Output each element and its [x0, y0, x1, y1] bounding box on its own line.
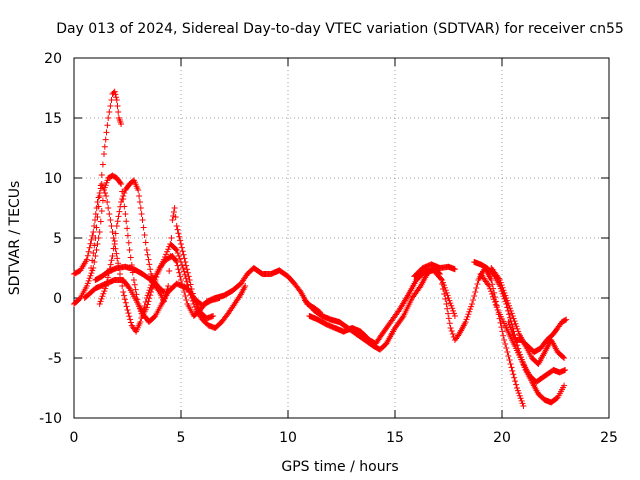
series-sat-f — [96, 177, 167, 307]
axis-ticks: 0 5 10 15 20 25 -10 -5 0 5 10 15 20 — [39, 51, 618, 446]
y-tick-label: 20 — [44, 51, 62, 67]
data-series — [71, 88, 570, 409]
series-sat-c — [88, 88, 125, 271]
x-axis-label: GPS time / hours — [281, 459, 398, 475]
y-tick-label: 15 — [44, 111, 62, 127]
x-tick-label: 20 — [493, 430, 511, 446]
series-markers — [81, 277, 223, 325]
x-tick-label: 5 — [177, 430, 186, 446]
y-axis-label: SDTVAR / TECUs — [7, 181, 23, 296]
series-sat-e — [81, 277, 223, 325]
x-tick-label: 10 — [279, 430, 297, 446]
series-markers — [411, 261, 458, 280]
series-sat-m — [505, 316, 570, 355]
x-tick-label: 0 — [70, 430, 79, 446]
x-tick-label: 15 — [386, 430, 404, 446]
y-tick-label: 0 — [53, 291, 62, 307]
y-tick-label: 10 — [44, 171, 62, 187]
y-tick-label: -10 — [39, 411, 62, 427]
grid — [74, 58, 609, 418]
series-markers — [96, 177, 167, 307]
series-sat-k — [477, 271, 569, 385]
series-markers — [477, 271, 569, 385]
series-markers — [88, 88, 125, 271]
y-tick-label: -5 — [48, 351, 62, 367]
chart-title: Day 013 of 2024, Sidereal Day-to-day VTE… — [56, 21, 624, 37]
series-markers — [306, 267, 458, 347]
x-tick-label: 25 — [600, 430, 618, 446]
series-sat-h — [306, 267, 458, 347]
series-markers — [505, 316, 570, 355]
series-sat-i — [411, 261, 458, 280]
y-tick-label: 5 — [53, 231, 62, 247]
